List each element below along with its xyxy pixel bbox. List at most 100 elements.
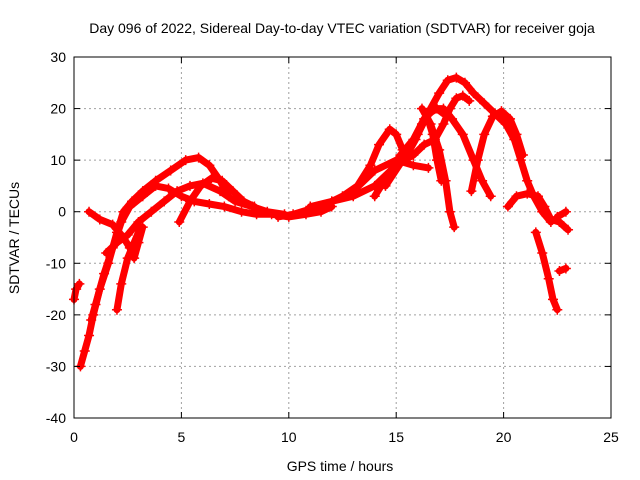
data-point — [432, 155, 443, 166]
data-point — [236, 206, 247, 217]
chart-title: Day 096 of 2022, Sidereal Day-to-day VTE… — [89, 20, 595, 36]
series-arc-t — [554, 263, 571, 277]
data-point — [543, 273, 554, 284]
series-arc-r — [530, 227, 563, 315]
data-point — [552, 211, 563, 222]
data-point — [230, 196, 241, 207]
series-line — [532, 228, 561, 314]
data-point — [159, 196, 170, 207]
data-point — [204, 160, 215, 171]
data-point — [165, 165, 176, 176]
data-point — [408, 160, 419, 171]
data-point — [122, 229, 133, 240]
data-point — [262, 206, 273, 217]
data-point — [401, 149, 412, 160]
data-point — [421, 108, 432, 119]
data-point — [146, 206, 157, 217]
data-point — [464, 95, 475, 106]
data-point — [548, 294, 559, 305]
x-tick-label: 5 — [178, 429, 186, 445]
data-point — [174, 217, 185, 228]
data-point — [560, 206, 571, 217]
x-tick-labels: 0 5 10 15 20 25 — [70, 429, 619, 445]
plot-frame — [73, 56, 612, 419]
data-point — [129, 237, 140, 248]
data-point — [423, 162, 434, 173]
data-point — [206, 173, 217, 184]
data-point — [416, 103, 427, 114]
series-arc-g — [69, 278, 85, 305]
data-point — [457, 129, 468, 140]
data-point — [374, 139, 385, 150]
data-point — [74, 278, 85, 289]
series-arc-e — [111, 222, 146, 315]
data-point — [427, 129, 438, 140]
y-tick-label: -10 — [46, 255, 66, 271]
data-point — [84, 330, 95, 341]
data-point — [449, 222, 460, 233]
data-point — [391, 129, 402, 140]
data-point — [380, 180, 391, 191]
data-point — [563, 224, 574, 235]
data-point — [219, 201, 230, 212]
series-line — [175, 174, 258, 226]
data-point — [419, 139, 430, 150]
data-point — [442, 75, 453, 86]
data-point — [348, 191, 359, 202]
y-tick-label: 20 — [50, 101, 66, 117]
data-point — [238, 196, 249, 207]
data-point — [397, 155, 408, 166]
data-point — [522, 188, 533, 199]
x-axis-label: GPS time / hours — [287, 458, 394, 474]
data-point — [101, 247, 112, 258]
data-point — [305, 201, 316, 212]
x-tick-label: 10 — [281, 429, 297, 445]
data-point — [552, 304, 563, 315]
data-point — [111, 237, 122, 248]
data-point — [438, 108, 449, 119]
data-point — [71, 284, 82, 295]
data-point — [472, 155, 483, 166]
data-point — [517, 149, 528, 160]
data-point — [485, 191, 496, 202]
data-point — [502, 201, 513, 212]
data-point — [432, 103, 443, 114]
data-point — [116, 217, 127, 228]
data-point — [511, 191, 522, 202]
data-point — [522, 175, 533, 186]
data-point — [468, 88, 479, 99]
data-point — [217, 175, 228, 186]
data-point — [184, 180, 195, 191]
y-tick-label: 0 — [58, 204, 66, 220]
data-point — [487, 111, 498, 122]
data-point — [193, 152, 204, 163]
y-tick-labels: -40 -30 -20 -10 0 10 20 30 — [46, 49, 66, 426]
data-point — [539, 201, 550, 212]
data-point — [477, 175, 488, 186]
data-point — [532, 191, 543, 202]
series-line — [274, 125, 413, 221]
data-point — [447, 113, 458, 124]
data-point — [122, 253, 133, 264]
data-point — [79, 345, 90, 356]
data-point — [560, 263, 571, 274]
grid — [74, 57, 611, 418]
data-point — [416, 119, 427, 130]
data-point — [479, 129, 490, 140]
series-arc-b — [86, 180, 337, 326]
data-point — [326, 196, 337, 207]
data-point — [496, 106, 507, 117]
x-tick-label: 20 — [496, 429, 512, 445]
data-point — [135, 222, 146, 233]
data-point — [116, 278, 127, 289]
data-point — [505, 113, 516, 124]
data-point — [530, 227, 541, 238]
data-point — [227, 186, 238, 197]
data-point — [288, 209, 299, 220]
data-point — [459, 77, 470, 88]
data-point — [410, 134, 421, 145]
data-point — [150, 180, 161, 191]
data-point — [537, 247, 548, 258]
data-point — [195, 180, 206, 191]
